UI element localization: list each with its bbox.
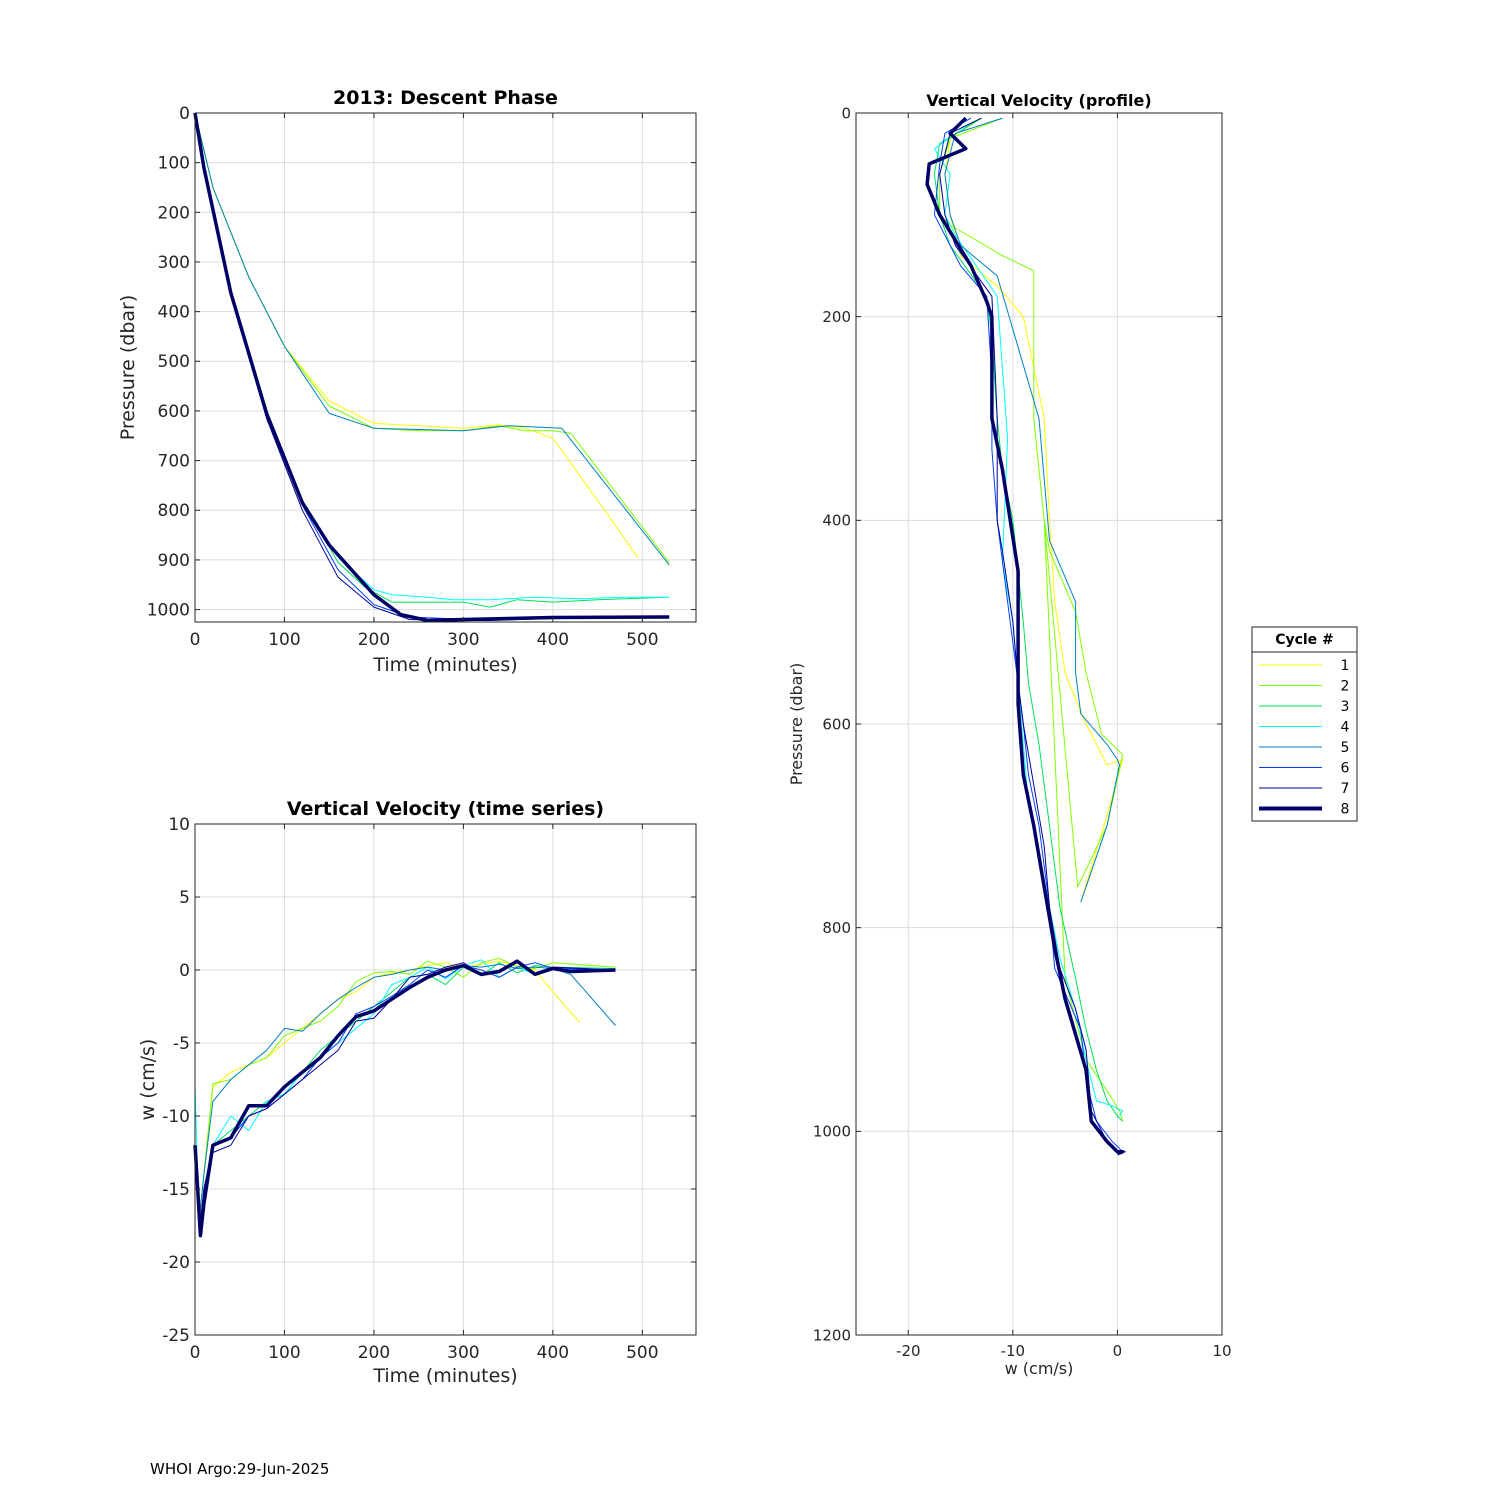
profile-ytick-label: 1000	[813, 1123, 851, 1141]
descent-series-line-cycle-8	[193, 112, 670, 623]
descent-xlabel: Time (minutes)	[372, 654, 517, 676]
profile-series-line-cycle-3	[933, 117, 1124, 1122]
profile-ytick-label: 0	[841, 104, 851, 122]
profile-series-line-cycle-5	[944, 117, 1120, 903]
timeseries-ytick-label: -5	[173, 1034, 190, 1054]
timeseries-ytick-label: -20	[162, 1253, 190, 1273]
timeseries-ytick-label: 5	[179, 888, 190, 908]
descent-xtick-label: 300	[447, 630, 479, 650]
profile-ytick-label: 1200	[813, 1326, 851, 1344]
profile-ytick-label: 800	[822, 919, 851, 937]
descent-title: 2013: Descent Phase	[333, 87, 558, 109]
legend-label-cycle-8: 8	[1341, 802, 1350, 818]
timeseries-xtick-label: 400	[537, 1343, 569, 1363]
timeseries-ytick-label: -15	[162, 1180, 190, 1200]
profile-series-line-cycle-4	[933, 122, 1124, 1117]
descent-ytick-label: 400	[158, 303, 190, 323]
profile-title: Vertical Velocity (profile)	[926, 91, 1151, 110]
descent-ytick-label: 1000	[147, 601, 190, 621]
timeseries-ytick-label: 0	[179, 961, 190, 981]
timeseries-xtick-label: 300	[447, 1343, 479, 1363]
descent-ytick-label: 600	[158, 402, 190, 422]
descent-ytick-label: 0	[179, 104, 190, 124]
legend: Cycle # 1 2 3 4 5 6 7 8	[1251, 626, 1358, 822]
profile-xtick-label: -10	[1001, 1342, 1026, 1360]
descent-ytick-label: 200	[158, 203, 190, 223]
profile-xtick-label: -20	[896, 1342, 921, 1360]
profile-xlabel: w (cm/s)	[1005, 1359, 1074, 1378]
legend-box	[1251, 626, 1358, 822]
descent-phase-panel: 0 100 200 300 400 500 0 100 200 300 400 500 600 700 80…	[117, 87, 697, 676]
profile-series	[925, 116, 1126, 1156]
descent-xtick-label: 0	[190, 630, 201, 650]
profile-ytick-label: 400	[822, 512, 851, 530]
descent-ticks: 0 100 200 300 400 500 0 100 200 300 400 500 600 700 80…	[147, 104, 696, 650]
legend-label-cycle-6: 6	[1341, 761, 1350, 777]
timeseries-series-line-cycle-5	[194, 963, 616, 1219]
timeseries-ticks: 0 100 200 300 400 500 10 5 0 -5 -10 -15 -20 -25	[162, 815, 696, 1363]
descent-ylabel: Pressure (dbar)	[117, 295, 139, 441]
legend-label-cycle-1: 1	[1341, 658, 1350, 674]
profile-series-line-cycle-8	[925, 116, 1125, 1156]
profile-xtick-label: 10	[1212, 1342, 1231, 1360]
timeseries-axes-box	[194, 823, 697, 1336]
profile-ytick-label: 600	[822, 715, 851, 733]
descent-xtick-label: 100	[268, 630, 300, 650]
descent-ytick-label: 900	[158, 551, 190, 571]
profile-ylabel: Pressure (dbar)	[787, 663, 806, 786]
descent-ytick-label: 300	[158, 253, 190, 273]
descent-ytick-label: 500	[158, 352, 190, 372]
footer-text: WHOI Argo:29-Jun-2025	[150, 1460, 330, 1478]
legend-title: Cycle #	[1275, 632, 1334, 648]
descent-series	[193, 112, 670, 623]
legend-label-cycle-5: 5	[1341, 740, 1350, 756]
timeseries-xtick-label: 100	[268, 1343, 300, 1363]
timeseries-ytick-label: -25	[162, 1326, 190, 1346]
legend-label-cycle-7: 7	[1341, 781, 1350, 797]
profile-xtick-label: 0	[1113, 1342, 1123, 1360]
timeseries-xtick-label: 500	[626, 1343, 658, 1363]
timeseries-xtick-label: 0	[190, 1343, 201, 1363]
timeseries-xlabel: Time (minutes)	[372, 1365, 517, 1387]
velocity-timeseries-panel: 0 100 200 300 400 500 10 5 0 -5 -10 -15 -20 -25 Verti…	[137, 798, 697, 1387]
profile-ytick-label: 200	[822, 308, 851, 326]
descent-xtick-label: 200	[358, 630, 390, 650]
descent-ytick-label: 800	[158, 501, 190, 521]
descent-ytick-label: 700	[158, 452, 190, 472]
timeseries-series-line-cycle-2	[194, 957, 616, 1219]
timeseries-series-line-cycle-8	[193, 959, 616, 1238]
descent-ytick-label: 100	[158, 154, 190, 174]
timeseries-ytick-label: 10	[168, 815, 190, 835]
timeseries-series-line-cycle-1	[194, 960, 581, 1219]
timeseries-title: Vertical Velocity (time series)	[287, 798, 604, 820]
descent-grid	[194, 112, 696, 622]
legend-label-cycle-4: 4	[1341, 720, 1350, 736]
timeseries-series	[193, 957, 616, 1238]
legend-entries: 1 2 3 4 5 6 7 8	[1259, 658, 1350, 818]
descent-xtick-label: 500	[626, 630, 658, 650]
timeseries-ylabel: w (cm/s)	[137, 1039, 159, 1121]
descent-axes-box	[194, 112, 697, 623]
timeseries-ytick-label: -10	[162, 1107, 190, 1127]
legend-label-cycle-3: 3	[1341, 699, 1350, 715]
timeseries-xtick-label: 200	[358, 1343, 390, 1363]
descent-series-line-cycle-5	[194, 112, 670, 566]
descent-xtick-label: 400	[537, 630, 569, 650]
profile-series-line-cycle-2	[939, 117, 1124, 1122]
legend-label-cycle-2: 2	[1341, 679, 1350, 695]
